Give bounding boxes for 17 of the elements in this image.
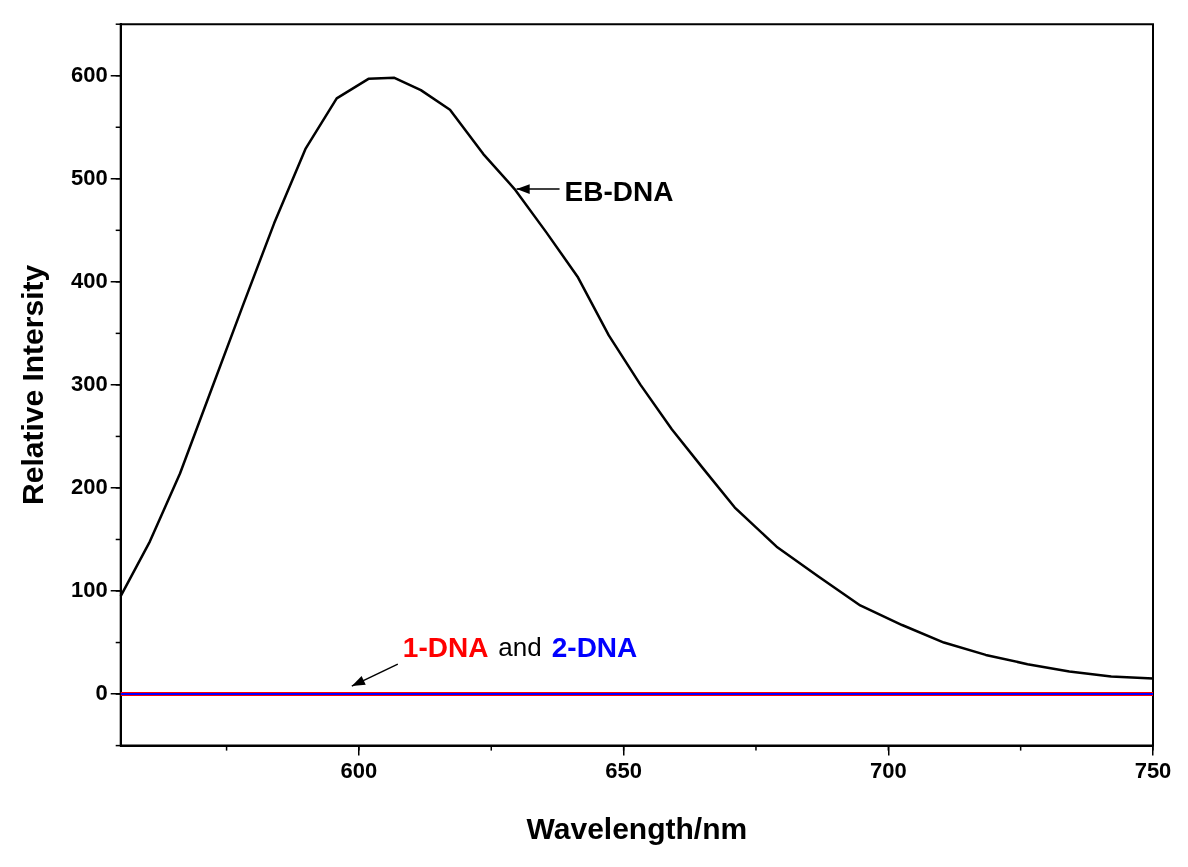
x-tick-label: 650: [605, 757, 642, 783]
y-tick-label: 200: [70, 474, 108, 500]
y-tick-label: 300: [70, 370, 108, 396]
y-tick-label: 100: [70, 577, 108, 603]
y-tick-label: 600: [70, 61, 108, 87]
x-axis-title: Wavelength/nm: [526, 812, 748, 846]
x-tick-label: 700: [869, 757, 907, 783]
y-tick-label: 500: [70, 164, 108, 190]
legend-label: EB-DNA: [564, 175, 674, 207]
annotation: and: [498, 632, 542, 663]
series-label: 1-DNA: [402, 631, 489, 663]
y-axis-title: Relative Intersity: [16, 264, 50, 505]
y-tick-label: 400: [70, 267, 108, 293]
series-label: 2-DNA: [551, 631, 638, 663]
y-tick-label: 0: [95, 680, 108, 706]
x-tick-label: 600: [340, 757, 378, 783]
x-tick-label: 750: [1134, 757, 1172, 783]
